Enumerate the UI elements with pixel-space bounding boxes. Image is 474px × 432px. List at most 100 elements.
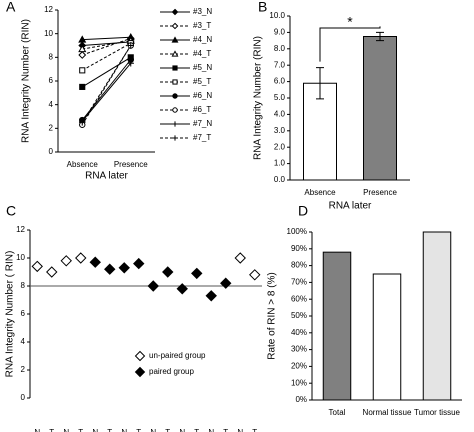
y-tick-label: 2 <box>49 123 54 132</box>
marker <box>89 256 101 268</box>
bar <box>303 82 337 181</box>
y-tick-label: 8.0 <box>274 44 286 53</box>
marker <box>79 67 86 74</box>
legend-label: #5_N <box>193 63 212 72</box>
x-tick-label: N <box>150 428 156 432</box>
y-axis-label: RNA Integrity Number ( RIN) <box>5 251 16 378</box>
x-tick-label: T <box>49 428 54 432</box>
legend-label: #6_T <box>193 105 211 114</box>
error-bar <box>316 67 324 100</box>
legend-label: #3_T <box>193 21 211 30</box>
marker <box>176 283 188 295</box>
y-tick-label: 10 <box>44 29 53 38</box>
marker <box>171 36 179 43</box>
y-tick-label: 6 <box>49 76 54 85</box>
panel-letter: D <box>298 203 308 219</box>
y-tick-label: 6.0 <box>274 77 286 86</box>
series-line <box>81 59 132 121</box>
marker <box>60 255 72 267</box>
y-axis-label: Rate of RIN > 8 (%) <box>267 272 278 360</box>
bar <box>322 251 352 401</box>
y-tick-label: 0 <box>21 393 26 402</box>
marker <box>79 119 86 126</box>
x-tick-label: Total <box>329 408 346 417</box>
marker <box>249 269 261 281</box>
marker <box>78 51 87 59</box>
error-bar <box>376 31 384 42</box>
x-tick-label: T <box>107 428 112 432</box>
y-tick-label: 3.0 <box>274 126 286 135</box>
y-tick-label: 60% <box>291 294 307 303</box>
legend-label: #3_N <box>193 7 212 16</box>
marker <box>172 121 178 127</box>
x-tick-label: N <box>92 428 98 432</box>
series-line <box>82 42 131 71</box>
series-line <box>81 62 132 122</box>
y-tick-label: 4 <box>21 337 26 346</box>
marker <box>46 266 58 278</box>
series-line <box>81 56 132 88</box>
marker <box>171 8 179 16</box>
x-tick-label: N <box>63 428 69 432</box>
y-tick-label: 10 <box>16 253 25 262</box>
panel-letter: B <box>258 0 267 15</box>
marker <box>134 350 146 362</box>
panel-letter: A <box>6 0 16 15</box>
y-tick-label: 0% <box>295 395 307 404</box>
y-tick-label: 80% <box>291 261 307 270</box>
y-tick-label: 100% <box>287 227 307 236</box>
x-tick-label: T <box>136 428 141 432</box>
bar <box>372 273 402 401</box>
marker <box>172 107 178 113</box>
x-tick-label: Tumor tissue <box>414 408 460 417</box>
x-tick-label: Absence <box>304 188 336 197</box>
y-tick-label: 12 <box>44 5 53 14</box>
marker <box>234 252 246 264</box>
marker <box>31 260 43 273</box>
marker <box>172 79 178 85</box>
x-tick-label: N <box>34 428 40 432</box>
y-tick-label: 9.0 <box>274 28 286 37</box>
y-tick-label: 4.0 <box>274 110 286 119</box>
marker <box>220 277 232 289</box>
y-tick-label: 6 <box>21 309 26 318</box>
y-tick-label: 0.0 <box>274 175 286 184</box>
series-line <box>81 45 132 123</box>
y-tick-label: 50% <box>291 311 307 320</box>
marker <box>172 135 178 141</box>
x-tick-label: Presence <box>114 160 148 169</box>
y-tick-label: 70% <box>291 278 307 287</box>
series-line <box>82 40 131 50</box>
bar <box>422 231 452 401</box>
legend-label: #6_N <box>193 91 212 100</box>
x-tick-label: T <box>194 428 199 432</box>
y-axis-label: RNA Integrity Number (RIN) <box>21 19 32 143</box>
y-tick-label: 20% <box>291 362 307 371</box>
y-tick-label: 40% <box>291 328 307 337</box>
series-line <box>82 37 131 56</box>
bar <box>363 36 397 181</box>
marker <box>79 83 86 90</box>
y-tick-label: 10.0 <box>269 11 285 20</box>
y-tick-label: 0 <box>49 147 54 156</box>
legend-label: #4_N <box>193 35 212 44</box>
y-tick-label: 90% <box>291 244 307 253</box>
series-line <box>82 36 131 41</box>
marker <box>191 267 203 280</box>
x-tick-label: Presence <box>363 188 397 197</box>
x-tick-label: T <box>165 428 170 432</box>
legend-label: un-paired group <box>149 351 206 360</box>
marker <box>75 252 87 264</box>
marker <box>78 35 87 43</box>
legend-label: #4_T <box>193 49 211 58</box>
marker <box>172 93 178 99</box>
y-tick-label: 2.0 <box>274 142 286 151</box>
x-tick-label: N <box>121 428 127 432</box>
y-tick-label: 10% <box>291 378 307 387</box>
x-tick-label: Normal tissue <box>363 408 412 417</box>
y-tick-label: 8 <box>49 52 54 61</box>
panel-letter: C <box>6 203 16 219</box>
marker <box>133 257 145 270</box>
x-axis-label: RNA later <box>85 171 128 182</box>
